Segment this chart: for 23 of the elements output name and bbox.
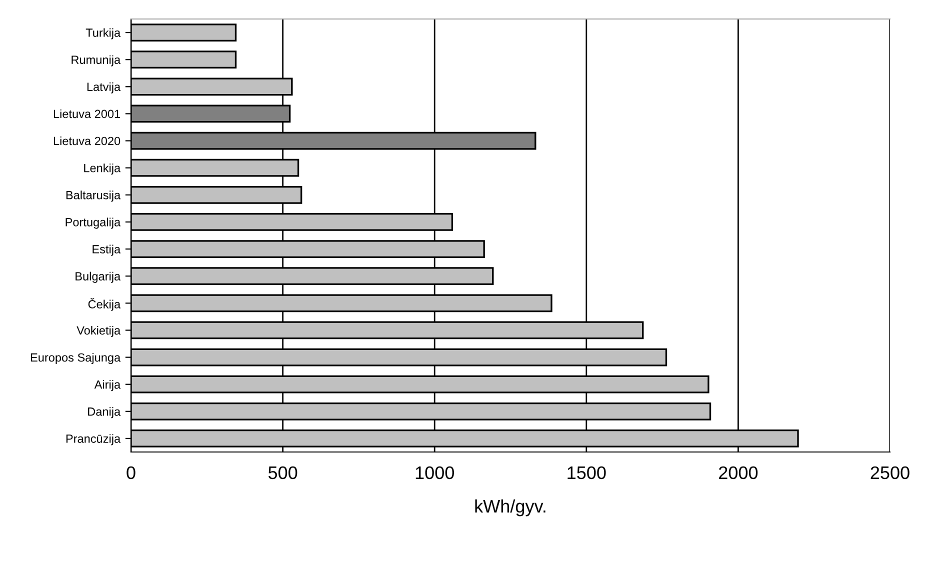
y-tick-label: Lietuva 2001 (54, 109, 120, 118)
y-tick-label: Baltarusija (66, 190, 121, 202)
x-tick-label: 2000 (719, 466, 758, 480)
x-tick-label: 1000 (416, 466, 454, 480)
y-tick-label: Vokietija (76, 326, 121, 337)
x-tick-label: 0 (126, 466, 136, 480)
y-tick-label: Latvija (87, 82, 121, 94)
y-tick-label: Danija (88, 407, 121, 418)
y-tick-label: Estija (92, 244, 121, 256)
x-tick-label: 2500 (870, 466, 910, 480)
y-tick-label: Lietuva 2020 (54, 136, 120, 146)
x-tick-label: 1500 (568, 466, 606, 480)
y-tick-label: Čekija (88, 298, 121, 311)
x-tick-label: 500 (268, 466, 298, 480)
y-tick-label: Airija (94, 380, 121, 392)
x-axis-title: kWh/gyv. (475, 499, 546, 516)
y-tick-label: Prancūzija (66, 434, 121, 446)
y-tick-label: Lenkija (84, 164, 121, 175)
y-tick-label: Europos Sajunga (30, 353, 121, 364)
y-tick-label: Portugalija (66, 218, 121, 229)
y-tick-label: Turkija (86, 28, 121, 40)
y-tick-label: Rumunija (72, 55, 121, 66)
y-tick-label: Bulgarija (76, 272, 121, 283)
